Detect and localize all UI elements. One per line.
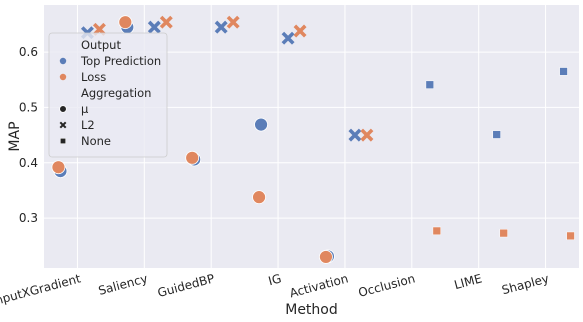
x-tick-label: Shapley <box>500 271 550 297</box>
legend-marker <box>59 57 67 65</box>
x-tick-label: IG <box>267 271 283 288</box>
legend-label: None <box>81 134 111 148</box>
data-point <box>492 130 501 139</box>
y-tick-label: 0.6 <box>19 45 38 59</box>
data-point <box>185 150 200 165</box>
x-tick-label: InputXGradient <box>0 271 82 308</box>
y-axis-title: MAP <box>7 121 23 151</box>
data-point <box>360 128 374 142</box>
data-point <box>51 160 66 175</box>
legend-label: μ <box>81 102 89 116</box>
legend-marker <box>60 138 66 144</box>
data-point <box>499 228 508 238</box>
data-point <box>425 80 434 89</box>
data-point <box>118 15 133 30</box>
legend-label: Top Prediction <box>80 54 161 68</box>
x-axis-title: Method <box>285 302 338 318</box>
legend: Output Top Prediction Loss Aggregation μ L2 No… <box>48 32 168 158</box>
data-point <box>159 15 173 29</box>
data-point <box>293 24 307 38</box>
data-point <box>214 20 228 34</box>
data-point <box>319 250 333 264</box>
y-tick-label: 0.5 <box>19 100 38 114</box>
legend-label: Loss <box>81 70 106 84</box>
data-point <box>348 128 362 142</box>
x-tick-label: Occlusion <box>357 271 417 300</box>
y-tick-label: 0.3 <box>19 211 38 225</box>
x-tick-label: Saliency <box>97 271 149 298</box>
legend-marker <box>59 73 67 81</box>
data-point <box>226 15 240 29</box>
legend-label: L2 <box>81 118 95 132</box>
data-point <box>254 117 268 132</box>
legend-marker <box>59 105 67 113</box>
legend-frame <box>48 32 168 158</box>
legend-title-aggregation: Aggregation <box>81 86 151 100</box>
y-tick-label: 0.4 <box>19 156 38 170</box>
x-tick-label: Activation <box>288 271 350 300</box>
data-point <box>566 231 575 241</box>
legend-title-output: Output <box>81 38 121 52</box>
data-point <box>147 20 161 34</box>
data-point <box>281 31 295 45</box>
x-tick-label: GuidedBP <box>156 271 216 300</box>
data-point <box>559 67 568 76</box>
x-tick-label: LIME <box>453 271 484 292</box>
data-point <box>432 226 441 236</box>
data-point <box>252 190 266 205</box>
legend-marker <box>59 121 67 129</box>
